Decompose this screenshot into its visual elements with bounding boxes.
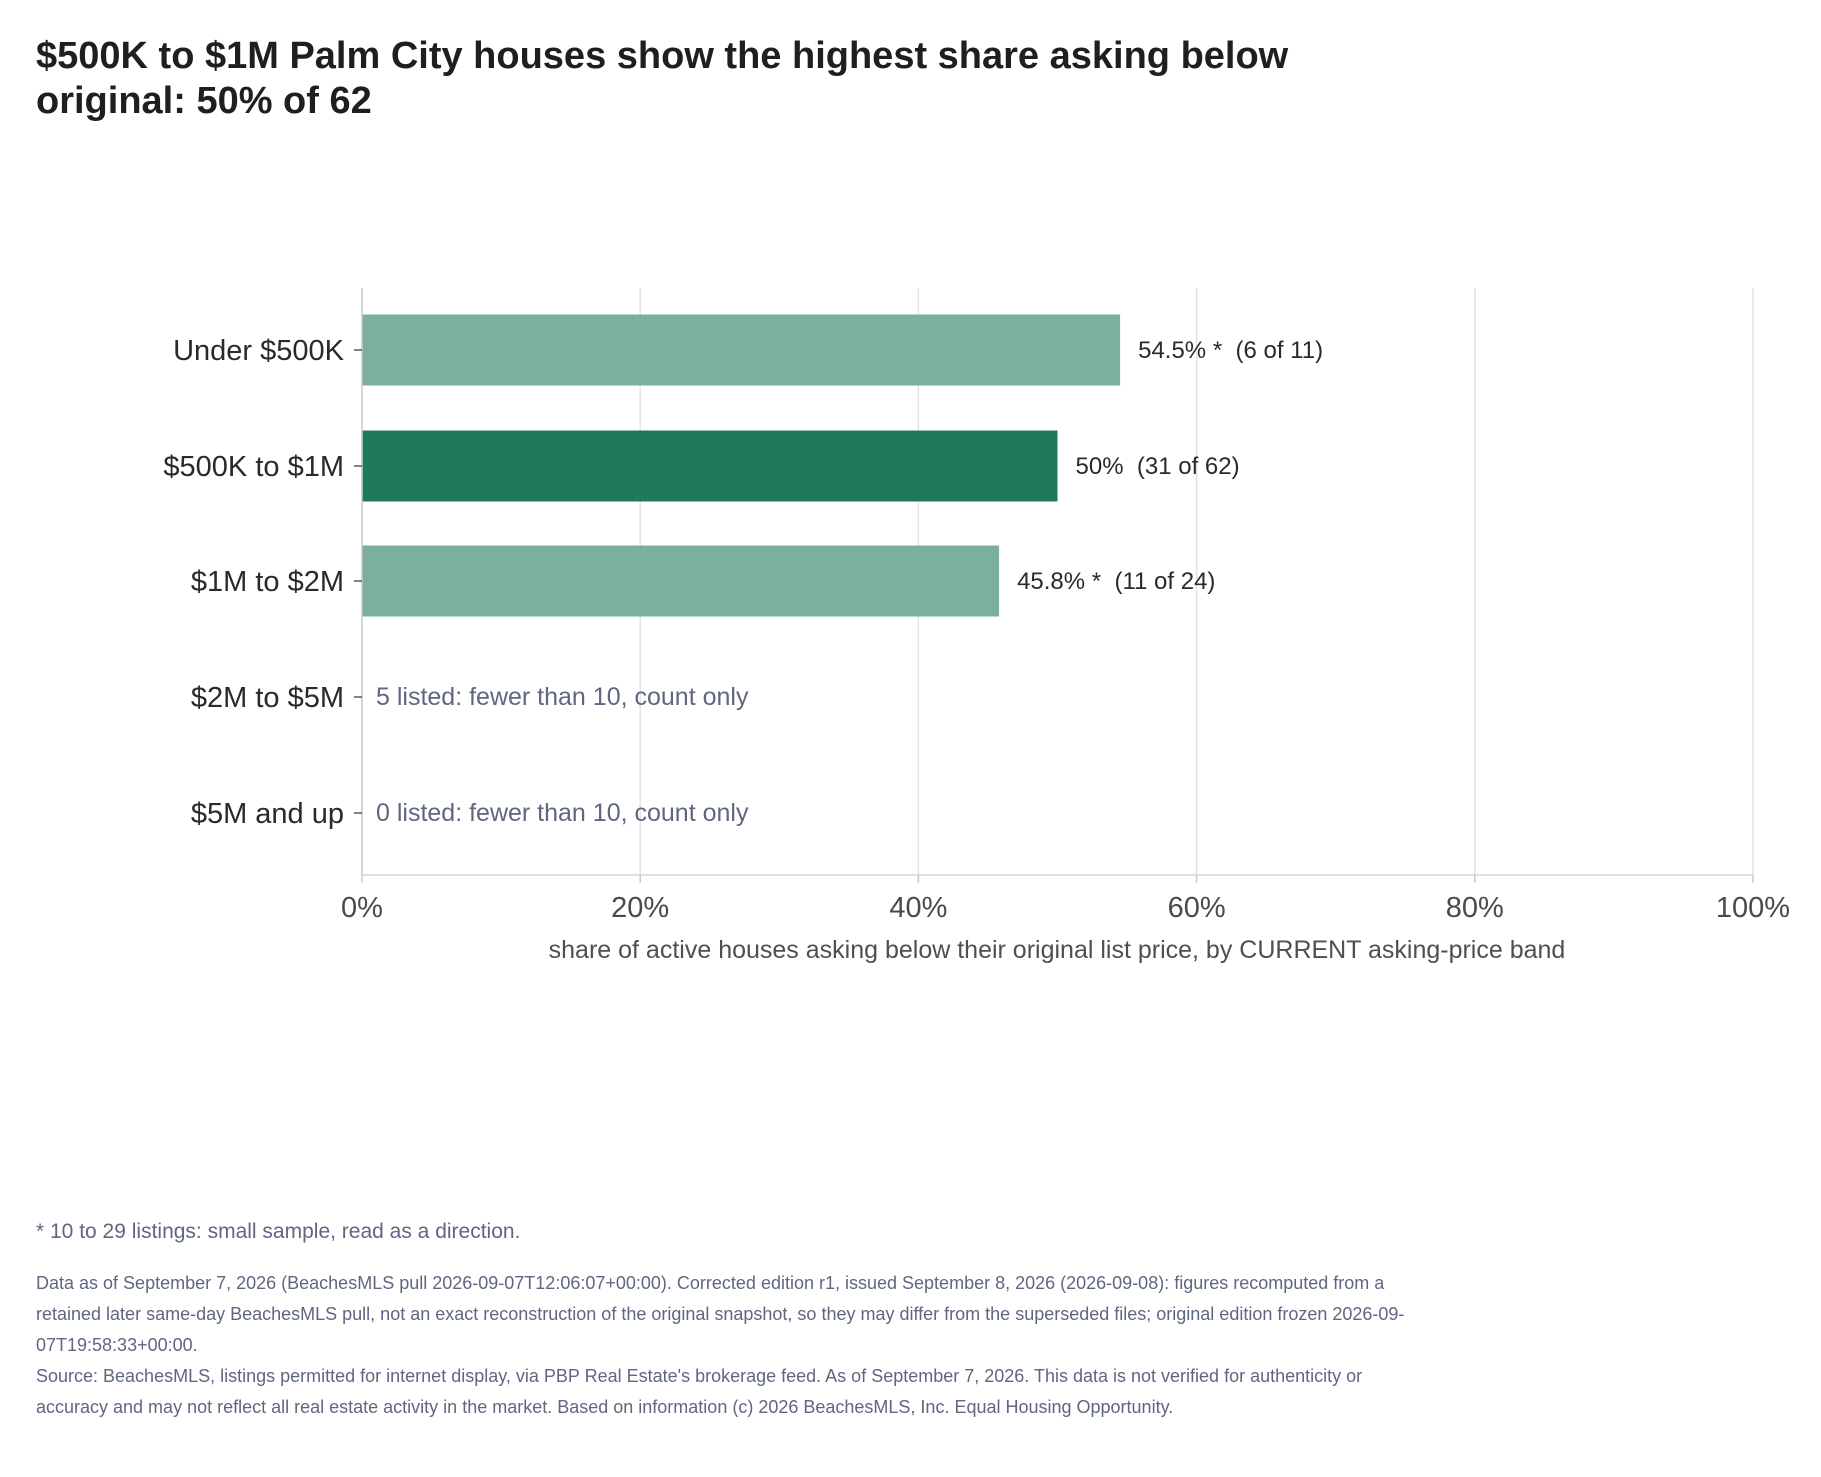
x-axis-label: share of active houses asking below thei…	[549, 936, 1566, 964]
bars	[362, 314, 1121, 617]
y-tick-label: $5M and up	[191, 798, 344, 830]
bar-chart: 0% 20% 40% 60% 80% 100% Under $500K 54.5% * (6…	[163, 288, 1790, 964]
labels: Under $500K 54.5% * (6 of 11) $500K to $1M…	[163, 335, 1323, 830]
bar-label: 54.5% * (6 of 11)	[1138, 337, 1323, 364]
bar-label: 50% (31 of 62)	[1076, 453, 1240, 480]
y-tick-label: $1M to $2M	[191, 566, 344, 598]
bar-label: 45.8% * (11 of 24)	[1017, 568, 1215, 595]
count-only-note: 0 listed: fewer than 10, count only	[376, 799, 749, 827]
x-tick-label: 40%	[889, 892, 947, 924]
bar	[362, 430, 1058, 502]
y-tick-label: $2M to $5M	[191, 682, 344, 714]
data-note: Data as of September 7, 2026 (BeachesMLS…	[36, 1273, 1405, 1355]
y-tick-label: Under $500K	[173, 335, 345, 367]
x-tick-label: 80%	[1446, 892, 1504, 924]
chart-title: $500K to $1M Palm City houses show the h…	[36, 35, 1289, 122]
x-tick-label: 100%	[1716, 892, 1790, 924]
y-tick-label: $500K to $1M	[163, 451, 344, 483]
source-note: Source: BeachesMLS, listings permitted f…	[36, 1366, 1363, 1417]
x-tick-label: 0%	[341, 892, 383, 924]
bar	[362, 545, 1000, 617]
bar	[362, 314, 1121, 386]
axes: 0% 20% 40% 60% 80% 100%	[341, 288, 1790, 924]
footnote: * 10 to 29 listings: small sample, read …	[36, 1220, 521, 1243]
count-only-note: 5 listed: fewer than 10, count only	[376, 683, 749, 711]
x-tick-label: 60%	[1168, 892, 1226, 924]
x-tick-label: 20%	[611, 892, 669, 924]
